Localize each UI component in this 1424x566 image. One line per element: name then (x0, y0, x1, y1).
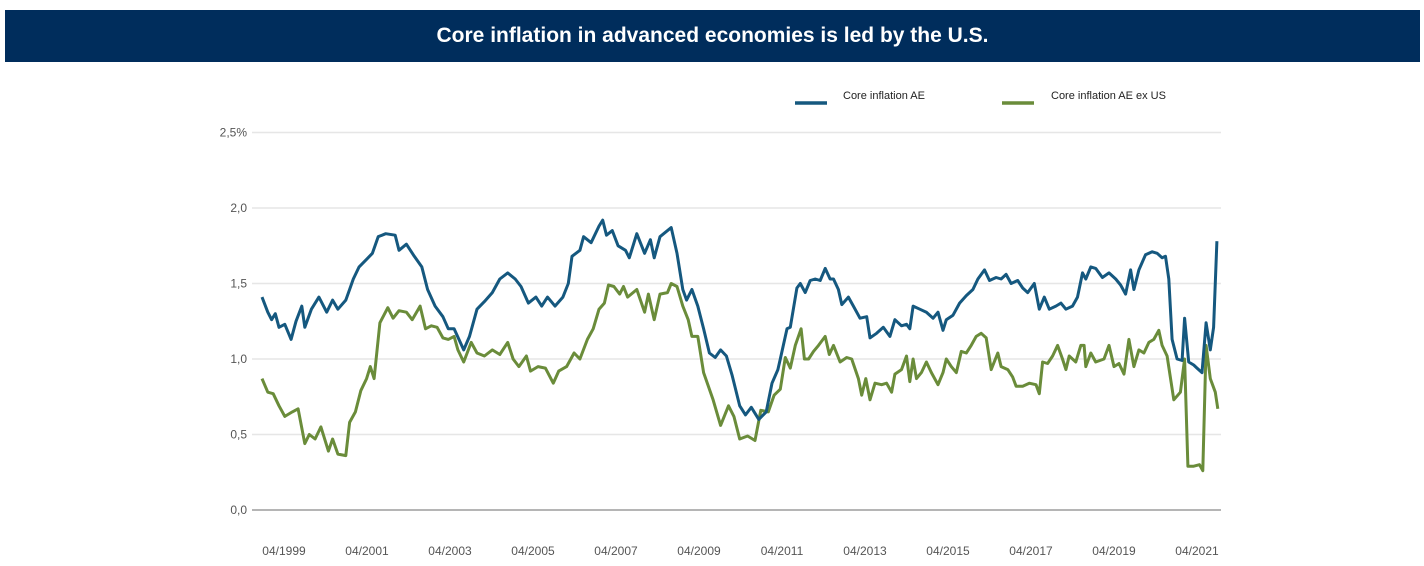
y-axis-ticks: 0,0 0,5 1,0 1,5 2,0 2,5% (220, 126, 248, 518)
y-tick-label: 1,0 (230, 352, 247, 366)
y-tick-label: 1,5 (230, 277, 247, 291)
y-tick-label: 0,5 (230, 428, 247, 442)
y-tick-label: 0,0 (230, 503, 247, 517)
x-tick-label: 04/2015 (926, 544, 970, 558)
x-tick-label: 04/2019 (1092, 544, 1136, 558)
series-line-core-inflation-ae-ex-us (260, 282, 1220, 473)
series-line-core-inflation-ae (260, 218, 1219, 421)
x-tick-label: 04/2013 (843, 544, 887, 558)
x-tick-label: 04/2021 (1175, 544, 1219, 558)
x-tick-label: 04/2003 (428, 544, 472, 558)
y-tick-label: 2,0 (230, 201, 247, 215)
y-tick-label: 2,5% (220, 126, 248, 140)
x-tick-label: 04/1999 (262, 544, 306, 558)
series-lines (260, 218, 1220, 473)
gridlines (252, 131, 1221, 511)
legend-label: Core inflation AE ex US (1051, 90, 1166, 102)
x-tick-label: 04/2009 (677, 544, 721, 558)
x-tick-label: 04/2005 (511, 544, 555, 558)
legend: Core inflation AE Core inflation AE ex US (795, 90, 1166, 105)
x-axis-ticks: 04/1999 04/2001 04/2003 04/2005 04/2007 04/20… (262, 544, 1219, 558)
x-tick-label: 04/2011 (761, 544, 804, 558)
legend-label: Core inflation AE (843, 90, 925, 102)
x-tick-label: 04/2007 (594, 544, 638, 558)
chart-title: Core inflation in advanced economies is … (436, 24, 989, 47)
x-tick-label: 04/2001 (345, 544, 389, 558)
chart-title-bar: Core inflation in advanced economies is … (5, 10, 1420, 62)
x-tick-label: 04/2017 (1009, 544, 1053, 558)
